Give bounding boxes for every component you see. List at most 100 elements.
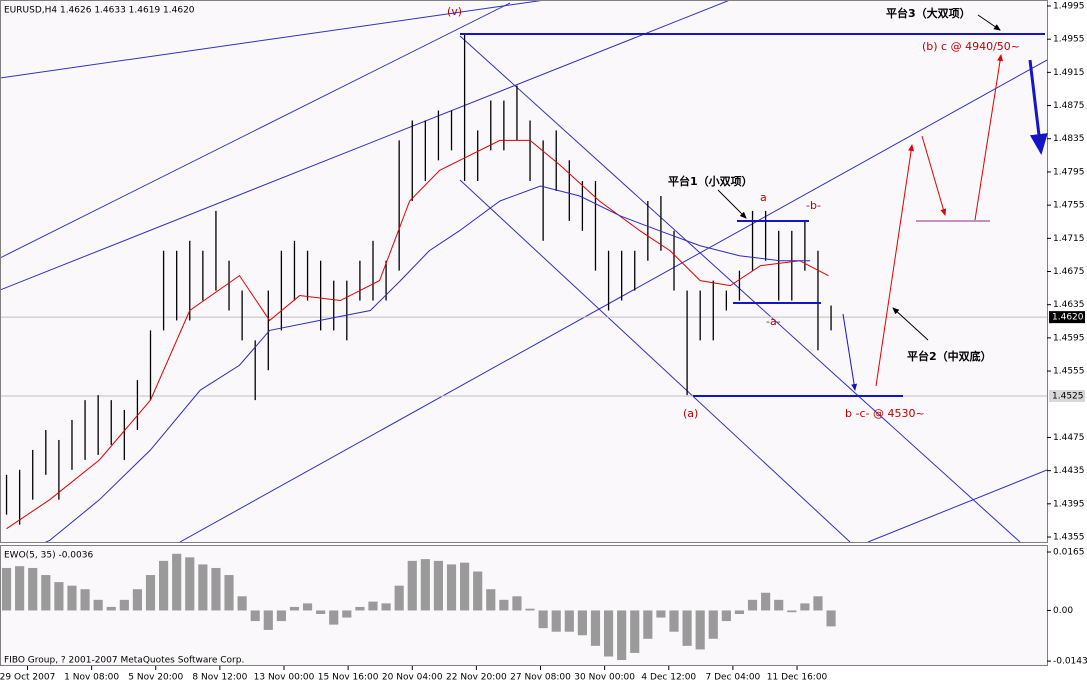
- osc-bar: [28, 567, 38, 611]
- y-tick-label: 1.4995: [1053, 1, 1085, 11]
- osc-bar: [15, 566, 25, 611]
- osc-bar: [473, 571, 483, 611]
- osc-bar: [132, 589, 142, 611]
- osc-bar: [630, 610, 640, 653]
- annotation: a: [760, 191, 767, 204]
- osc-bar: [669, 610, 679, 632]
- y-tick-label: -0.0143: [1053, 657, 1087, 667]
- osc-bar: [316, 610, 326, 614]
- annotation: 平台3（大双项）: [886, 6, 971, 20]
- main-panel: [0, 0, 1048, 543]
- osc-bar: [643, 610, 653, 639]
- osc-bar: [368, 601, 378, 611]
- osc-panel: [0, 545, 1048, 666]
- osc-bar: [747, 599, 758, 611]
- moving-average: [6, 139, 829, 530]
- osc-bar: [761, 592, 771, 611]
- drawings: [460, 14, 1048, 397]
- y-tick-label: 1.4595: [1053, 333, 1085, 343]
- x-tick-label: 22 Nov 20:00: [446, 673, 507, 683]
- osc-bar: [211, 567, 221, 611]
- y-tick-label: 1.4915: [1053, 68, 1085, 78]
- osc-bar: [342, 610, 352, 618]
- osc-bar: [800, 603, 810, 611]
- osc-bar: [551, 610, 561, 632]
- osc-bar: [41, 575, 51, 611]
- osc-bar: [460, 562, 470, 611]
- osc-bar: [486, 589, 496, 611]
- osc-bar: [682, 610, 692, 646]
- y-tick-label: 0.0165: [1053, 548, 1085, 558]
- y-tick-label: 0.00: [1053, 606, 1073, 616]
- price-label: 1.4620: [1052, 313, 1084, 323]
- annotation: 平台2（中双底）: [907, 349, 992, 363]
- price-box: [1049, 389, 1085, 402]
- osc-bar: [525, 608, 535, 611]
- osc-bar: [54, 582, 64, 611]
- osc-bar: [67, 585, 77, 611]
- osc-bar: [145, 575, 156, 611]
- y-tick-label: 1.4555: [1053, 367, 1085, 377]
- osc-bar: [80, 589, 90, 611]
- osc-bar: [787, 610, 797, 613]
- x-tick-label: 29 Oct 2007: [0, 673, 55, 683]
- annotation: -a-: [766, 315, 781, 328]
- x-tick-label: 27 Nov 08:00: [510, 673, 571, 683]
- osc-bar: [734, 610, 745, 614]
- osc-bar: [826, 610, 836, 627]
- moving-average: [44, 185, 811, 542]
- y-tick-label: 1.4875: [1053, 101, 1085, 111]
- annotation: -b-: [806, 199, 821, 212]
- osc-bar: [159, 560, 169, 611]
- y-tick-label: 1.4955: [1053, 35, 1085, 45]
- x-tick-label: 20 Nov 04:00: [382, 673, 443, 683]
- osc-bar: [119, 599, 129, 611]
- osc-bar: [224, 575, 234, 611]
- osc-bar: [564, 610, 574, 632]
- y-tick-label: 1.4755: [1053, 201, 1085, 211]
- osc-bar: [355, 606, 365, 611]
- osc-bar: [708, 610, 718, 639]
- footer: FIBO Group, ? 2001-2007 MetaQuotes Softw…: [4, 656, 244, 666]
- osc-bar: [512, 596, 522, 611]
- x-tick-label: 4 Dec 12:00: [641, 673, 696, 683]
- osc-bar: [603, 610, 614, 657]
- annotation: b -c- @ 4530~: [845, 407, 925, 420]
- osc-bar: [538, 610, 548, 629]
- price-box: [1049, 311, 1085, 324]
- osc-bar: [774, 599, 784, 611]
- x-tick-label: 1 Nov 08:00: [64, 673, 119, 683]
- annotation: (v): [447, 5, 462, 18]
- x-tick-label: 11 Dec 16:00: [767, 673, 828, 683]
- osc-bar: [695, 610, 705, 650]
- osc-bar: [407, 560, 417, 611]
- osc-bar: [446, 564, 457, 611]
- annotation: (b) c @ 4940/50~: [922, 40, 1020, 53]
- osc-bar: [420, 559, 430, 611]
- osc-bar: [721, 610, 731, 622]
- osc-bar: [250, 610, 260, 622]
- osc-bar: [185, 557, 195, 611]
- y-tick-label: 1.4475: [1053, 433, 1085, 443]
- osc-bar: [93, 599, 103, 611]
- osc-bar: [302, 603, 313, 611]
- annotation: (a): [683, 407, 698, 420]
- y-tick-label: 1.4355: [1053, 533, 1085, 543]
- y-tick-label: 1.4635: [1053, 300, 1085, 310]
- osc-bar: [656, 610, 666, 618]
- osc-bar: [590, 610, 601, 646]
- osc-bar: [106, 606, 116, 611]
- y-tick-label: 1.4675: [1053, 267, 1085, 277]
- osc-title: EWO(5, 35) -0.0036: [4, 551, 93, 561]
- osc-bar: [577, 610, 587, 636]
- x-tick-label: 13 Nov 00:00: [254, 673, 315, 683]
- osc-bar: [198, 564, 208, 611]
- x-tick-label: 30 Nov 00:00: [574, 673, 635, 683]
- y-tick-label: 1.4715: [1053, 234, 1085, 244]
- y-tick-label: 1.4435: [1053, 466, 1085, 476]
- osc-bar: [381, 603, 391, 611]
- osc-bar: [617, 610, 627, 661]
- osc-bar: [289, 606, 300, 611]
